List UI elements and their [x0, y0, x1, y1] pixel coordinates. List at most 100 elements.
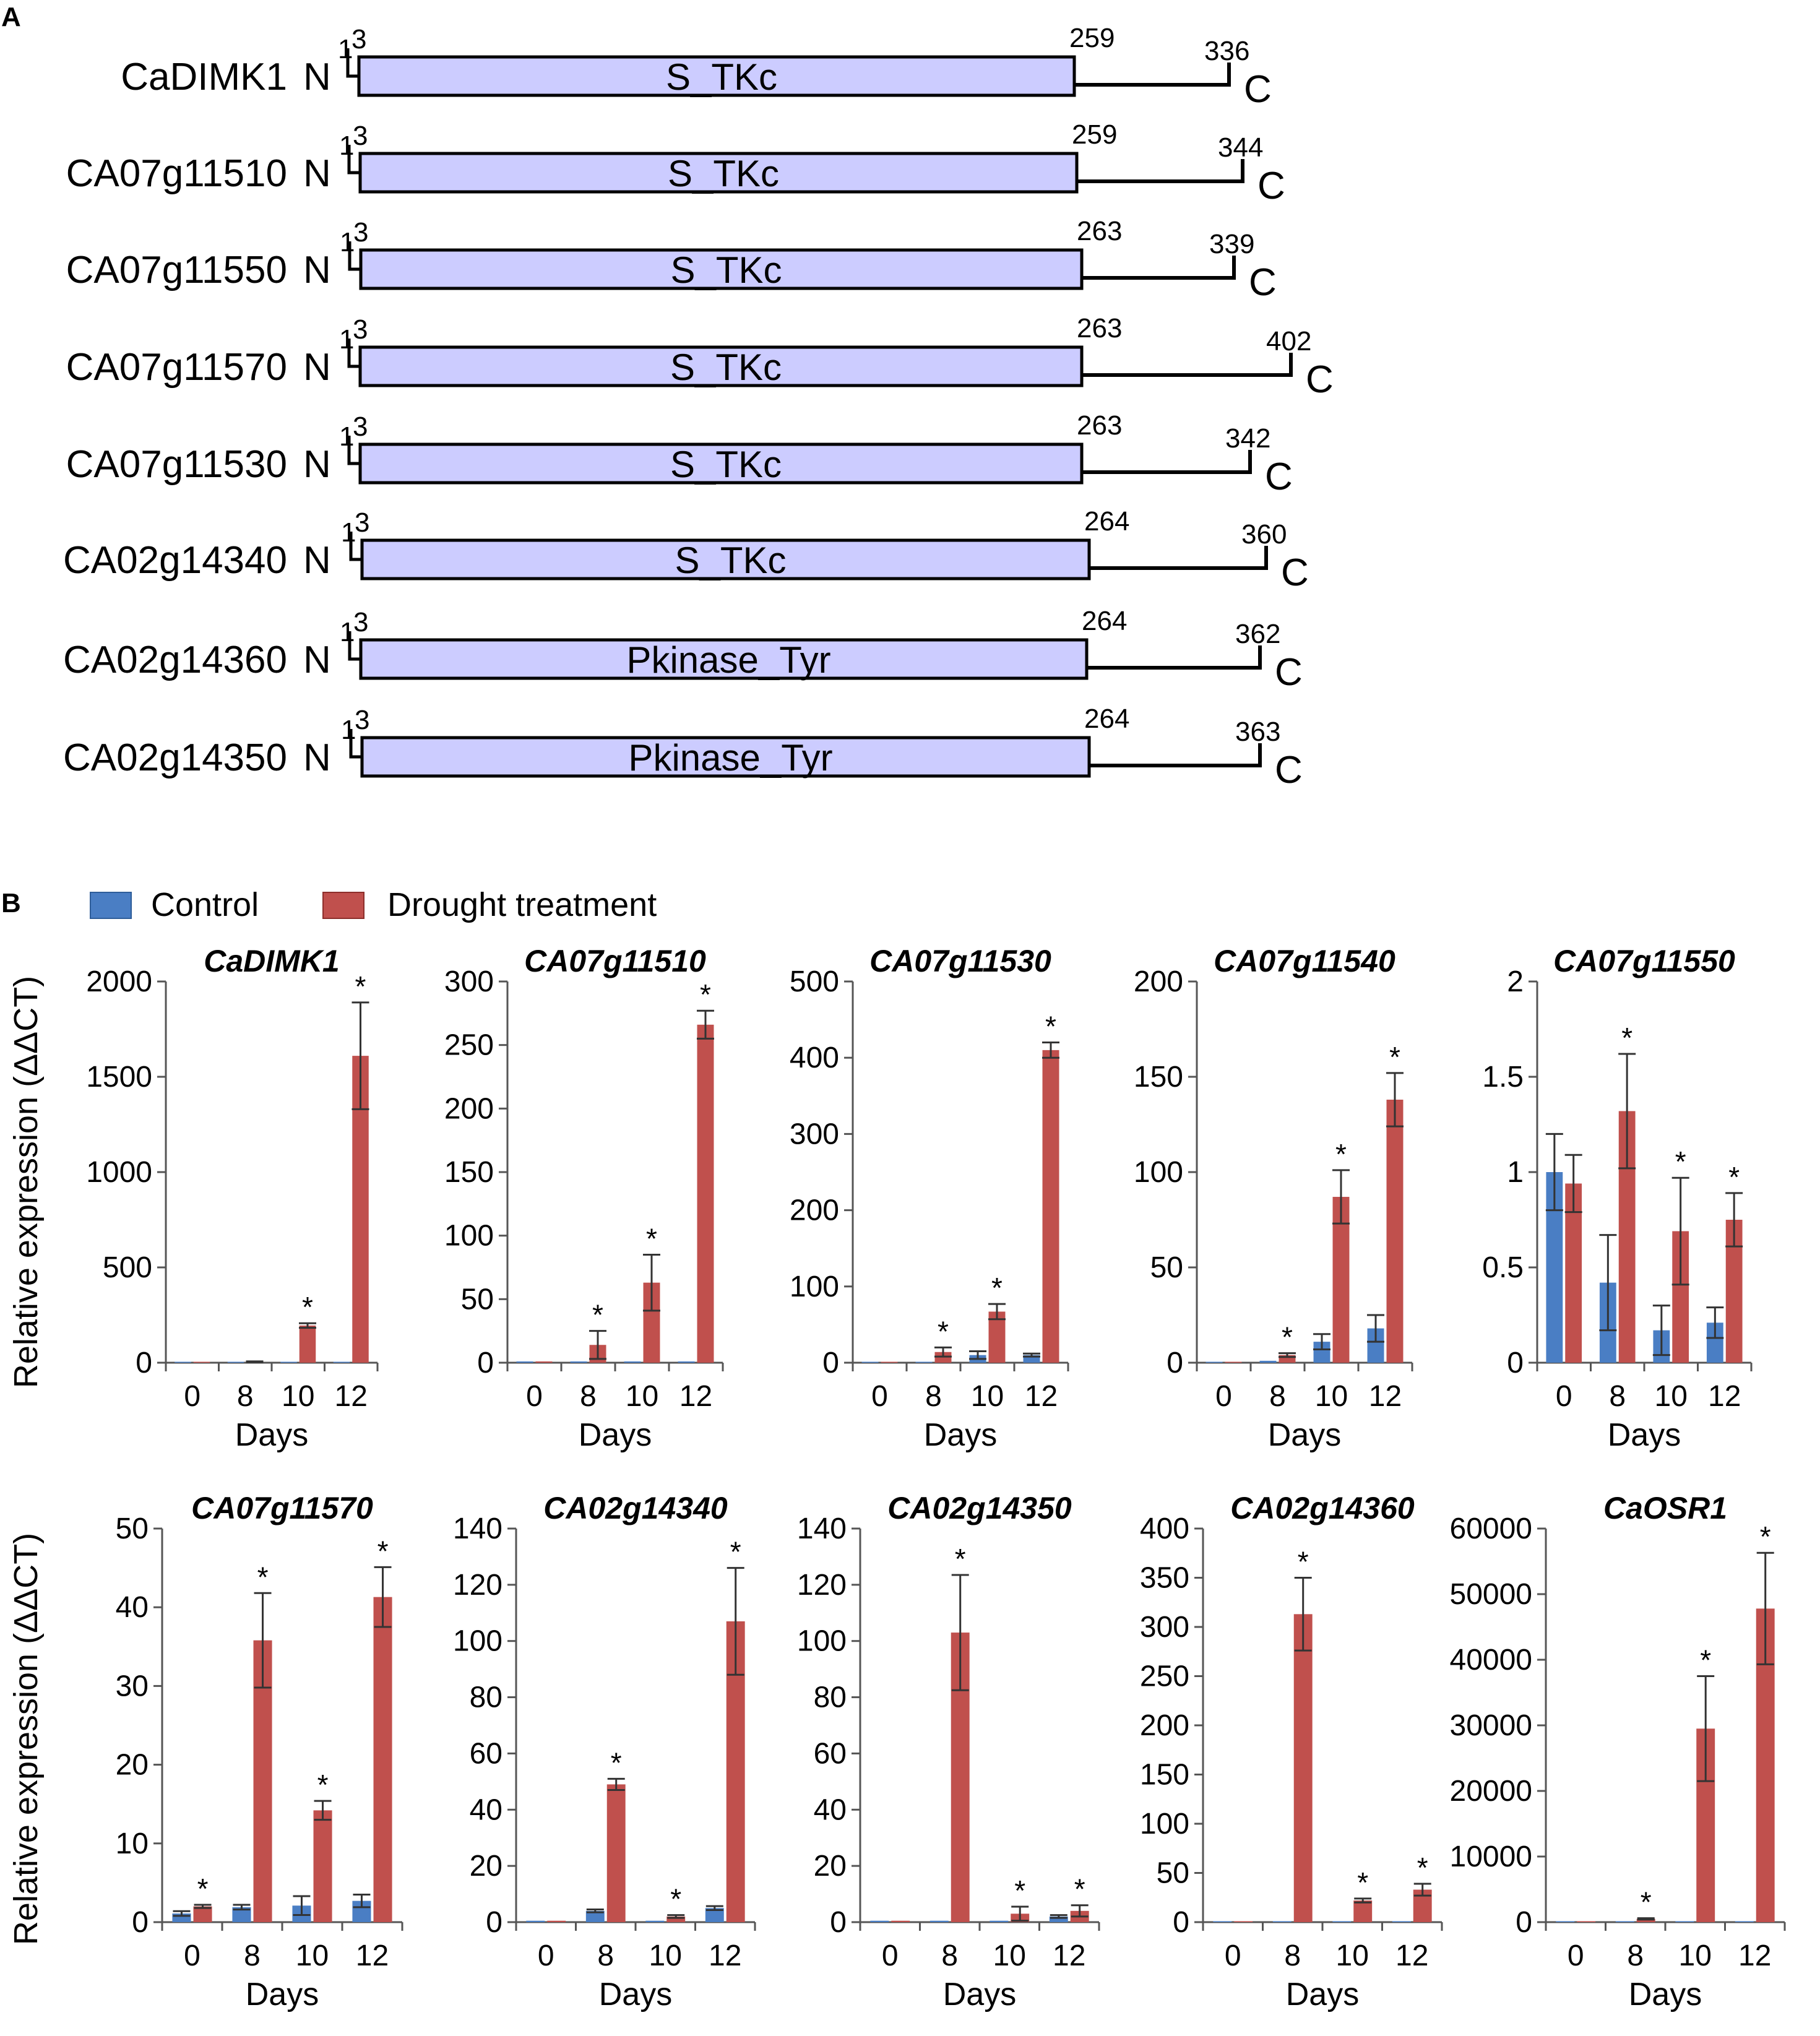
domain-name: S_TKc	[670, 249, 782, 291]
bar-chart: CA02g14360 0 50 100 150 200 250 300 350 400 0 8 * 10 *…	[1140, 1491, 1443, 2012]
control-bar	[175, 1361, 191, 1363]
x-tick-label: 0	[526, 1380, 543, 1413]
significance-star: *	[700, 978, 711, 1011]
drought-bar	[697, 1024, 714, 1363]
n-terminal-segment	[349, 532, 362, 561]
x-tick-label: 10	[626, 1380, 658, 1413]
x-tick-label: 8	[237, 1380, 254, 1413]
chart-title: CA02g14340	[543, 1491, 728, 1525]
y-tick-label: 20	[116, 1749, 149, 1782]
x-axis-label: Days	[1608, 1417, 1681, 1453]
c-terminus-label: C	[1281, 551, 1309, 594]
y-tick-label: 1.5	[1482, 1061, 1524, 1093]
y-tick-label: 50	[461, 1283, 494, 1316]
protein-length: 344	[1218, 132, 1263, 163]
bar-chart: CA02g14350 0 20 40 60 80 100 120 140 0 8 * 10 * 12 * Day…	[797, 1491, 1100, 2012]
drought-bar	[1577, 1921, 1596, 1922]
significance-star: *	[1282, 1321, 1293, 1353]
x-tick-label: 0	[1225, 1939, 1241, 1972]
domain-name: S_TKc	[670, 444, 782, 485]
x-tick-label: 10	[971, 1380, 1004, 1413]
c-terminus-label: C	[1275, 651, 1303, 694]
y-tick-label: 50	[1150, 1251, 1183, 1284]
x-axis-label: Days	[579, 1417, 652, 1453]
x-axis-label: Days	[235, 1417, 308, 1453]
y-axis-label-row1: Relative expression (ΔΔCT)	[7, 976, 45, 1388]
significance-star: *	[317, 1769, 329, 1801]
control-bar	[870, 1920, 889, 1922]
y-tick-label: 1	[1507, 1156, 1524, 1189]
n-terminal-segment	[347, 339, 360, 368]
drought-bar	[606, 1784, 626, 1922]
drought-bar	[1332, 1197, 1350, 1363]
y-tick-label: 1500	[86, 1061, 152, 1093]
y-tick-label: 0	[830, 1906, 847, 1939]
drought-bar	[1042, 1050, 1059, 1363]
y-tick-label: 150	[1140, 1759, 1189, 1792]
significance-star: *	[355, 970, 366, 1003]
control-bar	[570, 1361, 587, 1363]
control-bar	[929, 1920, 949, 1922]
y-tick-label: 500	[790, 965, 839, 998]
protein-length: 363	[1235, 717, 1280, 747]
y-tick-label: 200	[790, 1194, 839, 1227]
x-tick-label: 12	[1708, 1380, 1741, 1413]
position-start-1: 1	[340, 617, 355, 647]
x-tick-label: 0	[184, 1939, 201, 1972]
y-tick-label: 0	[1167, 1347, 1183, 1379]
significance-star: *	[197, 1873, 209, 1905]
x-axis-label: Days	[924, 1417, 997, 1453]
significance-star: *	[1675, 1145, 1686, 1178]
drought-bar	[313, 1810, 332, 1922]
domain-name: Pkinase_Tyr	[628, 737, 832, 779]
significance-star: *	[592, 1299, 603, 1331]
chart-title: CaDIMK1	[204, 944, 339, 978]
position-start-1: 1	[339, 324, 354, 355]
y-tick-label: 2000	[86, 965, 152, 998]
y-tick-label: 250	[444, 1029, 494, 1062]
y-tick-label: 100	[790, 1270, 839, 1303]
control-bar	[915, 1361, 933, 1363]
control-bar	[678, 1361, 695, 1363]
position-start-1: 1	[339, 421, 354, 452]
y-tick-label: 300	[444, 965, 494, 998]
x-tick-label: 12	[679, 1380, 712, 1413]
kinase-domain-box	[357, 55, 1076, 97]
y-tick-label: 20	[470, 1850, 502, 1883]
x-tick-label: 0	[184, 1380, 201, 1413]
significance-star: *	[1641, 1886, 1652, 1918]
chart-title: CA02g14360	[1230, 1491, 1415, 1525]
c-terminal-tail	[1082, 353, 1293, 377]
panel-b-letter: B	[1, 888, 21, 918]
significance-star: *	[991, 1272, 1003, 1304]
x-tick-label: 8	[580, 1380, 597, 1413]
y-tick-label: 150	[1134, 1061, 1183, 1093]
y-tick-label: 40	[814, 1793, 847, 1826]
significance-star: *	[1621, 1022, 1632, 1054]
y-tick-label: 0.5	[1482, 1251, 1524, 1284]
y-tick-label: 10000	[1450, 1840, 1532, 1873]
y-tick-label: 100	[453, 1625, 502, 1658]
y-tick-label: 50	[1157, 1857, 1189, 1890]
protein-name: CA02g14340	[63, 539, 287, 582]
control-bar	[705, 1908, 724, 1922]
c-terminal-tail	[1082, 256, 1236, 280]
bar-chart: CaOSR1 0 10000 20000 30000 40000 50000 60000 0 8 *…	[1450, 1491, 1786, 2012]
x-tick-label: 10	[1655, 1380, 1688, 1413]
c-terminus-label: C	[1265, 455, 1293, 498]
position-start-3: 3	[353, 121, 368, 151]
n-terminal-segment	[348, 241, 361, 271]
y-tick-label: 30000	[1450, 1709, 1532, 1742]
significance-star: *	[1335, 1138, 1347, 1170]
n-terminus-label: N	[303, 736, 331, 779]
protein-length: 362	[1235, 619, 1280, 649]
n-terminus-label: N	[303, 56, 331, 98]
x-tick-label: 0	[871, 1380, 888, 1413]
c-terminal-tail	[1082, 450, 1252, 474]
n-terminus-label: N	[303, 443, 331, 486]
drought-bar	[1353, 1900, 1373, 1922]
bar-chart: CaDIMK1 0 500 1000 1500 2000 0 8 10 * 12 * Days	[86, 944, 379, 1453]
